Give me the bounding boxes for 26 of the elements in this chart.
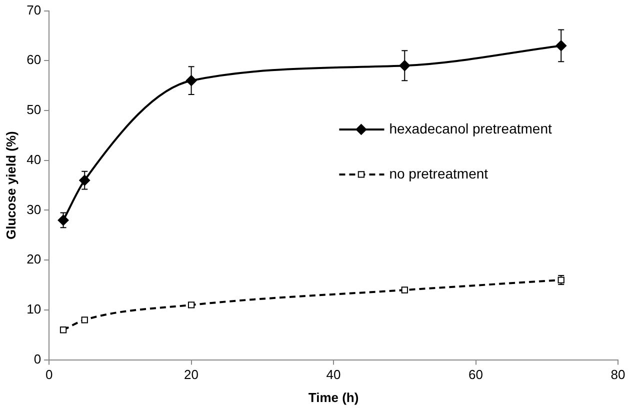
y-tick-label: 10 [26,302,42,317]
point [399,60,410,72]
x-tick-label: 80 [610,367,626,382]
x-tick-label: 20 [184,367,199,382]
point [81,316,88,324]
legend-label: no pretreatment [389,165,488,182]
y-tick-label: 40 [26,152,42,167]
point [556,40,567,52]
y-axis-title: Glucose yield (%) [3,131,18,240]
point [60,326,67,334]
legend-label: hexadecanol pretreatment [389,120,552,136]
y-tick-label: 50 [26,102,42,118]
x-tick-label: 0 [45,367,53,382]
point [58,214,69,226]
y-tick-label: 70 [26,2,42,18]
y-tick-label: 30 [26,202,42,217]
point [188,302,195,308]
x-axis-title: Time (h) [308,390,359,405]
y-tick-label: 20 [26,252,42,267]
point [186,75,197,86]
point [79,174,90,186]
y-tick-label: 0 [34,351,42,366]
point [401,286,408,294]
x-tick-label: 40 [326,367,341,382]
x-tick-label: 60 [468,367,483,382]
y-tick-label: 60 [26,52,42,68]
